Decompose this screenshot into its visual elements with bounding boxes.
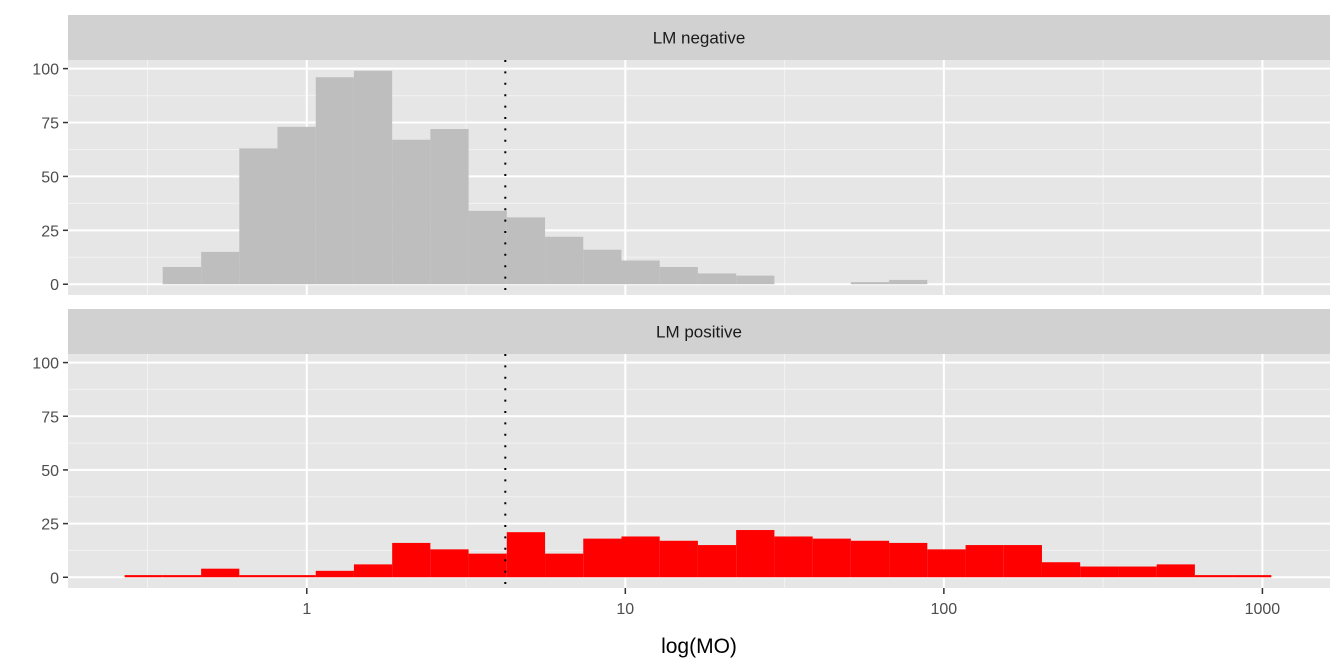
histogram-bar — [430, 549, 469, 578]
histogram-bar — [889, 279, 928, 285]
histogram-bar — [506, 532, 546, 578]
histogram-bar — [277, 575, 316, 578]
histogram-bar — [659, 540, 698, 578]
histogram-bar — [1041, 562, 1081, 578]
histogram-bar — [201, 251, 240, 285]
y-tick-label: 0 — [50, 277, 59, 294]
y-tick-label: 50 — [41, 463, 59, 480]
histogram-bar — [124, 575, 163, 578]
histogram-bar — [697, 545, 737, 578]
histogram-bar — [812, 538, 851, 578]
x-axis-title: log(MO) — [661, 635, 737, 658]
x-tick-label: 100 — [931, 601, 958, 618]
histogram-bar — [277, 126, 316, 285]
histogram-bar — [621, 260, 660, 285]
histogram-bar — [239, 148, 278, 285]
y-tick-label: 75 — [41, 409, 59, 426]
histogram-bar — [965, 545, 1004, 578]
histogram-bar — [621, 536, 660, 578]
histogram-bar — [1003, 545, 1042, 578]
histogram-bar — [239, 575, 278, 578]
facet-strip — [68, 15, 1330, 60]
histogram-bar — [927, 549, 966, 578]
facet-strip — [68, 309, 1330, 354]
x-tick-label: 1000 — [1245, 601, 1281, 618]
facet-panel: LM negative 0 25 50 75 100 — [32, 15, 1330, 295]
facet-strip-label: LM negative — [653, 29, 746, 48]
histogram-bar — [659, 266, 698, 285]
histogram-bar — [201, 568, 240, 578]
x-axis: 1 10 100 1000 — [302, 588, 1280, 618]
y-tick-label: 75 — [41, 116, 59, 133]
histogram-bar — [392, 542, 431, 578]
histogram-bar — [774, 536, 813, 578]
histogram-bar — [1118, 566, 1157, 578]
x-tick-label: 1 — [302, 601, 311, 618]
histogram-bar — [697, 273, 737, 285]
histogram-bar — [1233, 575, 1272, 578]
histogram-bar — [506, 217, 546, 285]
histogram-bar — [889, 542, 928, 578]
histogram-bar — [430, 128, 469, 285]
facet-strip-label: LM positive — [656, 323, 742, 342]
histogram-bar — [468, 210, 507, 285]
y-tick-label: 50 — [41, 169, 59, 186]
x-tick-label: 10 — [616, 601, 634, 618]
histogram-bar — [545, 553, 584, 578]
histogram-bar — [736, 530, 775, 578]
histogram-bar — [583, 538, 622, 578]
facets: LM negative 0 25 50 75 100 LM positive 0 25 50 75 1… — [32, 15, 1330, 588]
histogram-bar — [162, 266, 202, 285]
histogram-bar — [315, 77, 354, 285]
histogram-bar — [583, 249, 622, 285]
histogram-bar — [162, 575, 202, 578]
histogram-bar — [315, 570, 354, 578]
y-tick-label: 0 — [50, 570, 59, 587]
histogram-bar — [736, 275, 775, 285]
facet-panel: LM positive 0 25 50 75 100 — [32, 309, 1330, 588]
histogram-bar — [1080, 566, 1119, 578]
histogram-bar — [1194, 575, 1234, 578]
histogram-bar — [1156, 564, 1195, 578]
histogram-bar — [850, 282, 890, 285]
y-tick-label: 100 — [32, 356, 59, 373]
y-tick-label: 25 — [41, 517, 59, 534]
histogram-bar — [353, 564, 393, 578]
histogram-bar — [850, 540, 890, 578]
histogram-bar — [545, 236, 584, 285]
histogram-bar — [392, 139, 431, 285]
y-tick-label: 25 — [41, 223, 59, 240]
histogram-bar — [468, 553, 507, 578]
histogram-bar — [353, 70, 393, 285]
y-tick-label: 100 — [32, 62, 59, 79]
